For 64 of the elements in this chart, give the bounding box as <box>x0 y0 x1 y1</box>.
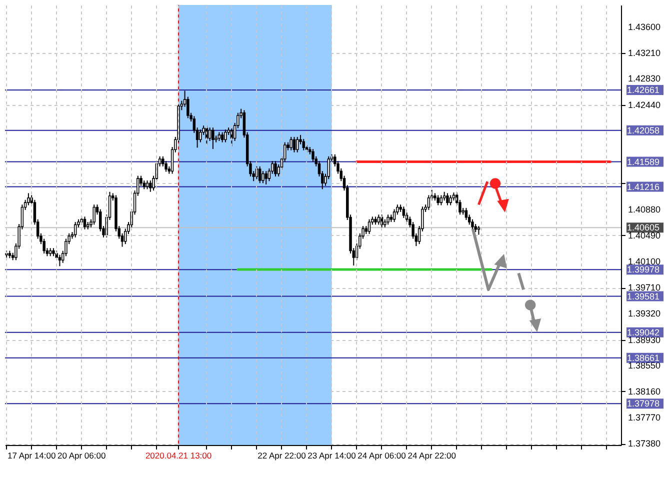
x-tick-label: 24 Apr 06:00 <box>358 450 406 460</box>
candlestick <box>368 218 371 235</box>
candlestick <box>464 207 468 220</box>
candlestick <box>220 132 224 143</box>
x-tick-label: 22 Apr 22:00 <box>258 450 306 460</box>
x-tick-label: 24 Apr 22:00 <box>408 450 456 460</box>
candlestick <box>262 170 264 184</box>
candlestick <box>274 160 277 177</box>
y-tick-label: 1.38550 <box>628 360 661 370</box>
candlestick <box>427 194 430 210</box>
candlestick <box>386 214 390 226</box>
candlestick <box>74 221 77 238</box>
ref-line-label: 1.39978 <box>627 264 660 275</box>
candlestick <box>290 136 292 151</box>
candlestick <box>264 170 268 185</box>
ref-line-label: 1.41216 <box>627 182 660 192</box>
candlestick <box>296 136 299 153</box>
candlestick <box>471 218 474 230</box>
ref-line-label: 1.38661 <box>627 352 660 363</box>
candlestick <box>392 208 396 222</box>
candlestick <box>199 129 202 143</box>
ref-line-label: 1.39042 <box>627 327 660 338</box>
x-tick-label: 17 Apr 14:00 <box>7 450 56 460</box>
candlestick <box>212 127 214 150</box>
x-tick-label: 20 Apr 06:00 <box>58 450 106 460</box>
candlestick <box>258 166 262 184</box>
y-tick-label: 1.43600 <box>628 22 661 32</box>
ref-line-label: 1.41589 <box>627 156 660 167</box>
y-tick-label: 1.39710 <box>628 282 661 293</box>
y-tick-label: 1.40880 <box>628 204 661 214</box>
candlestick <box>27 192 30 206</box>
candlestick <box>440 194 443 206</box>
candlestick <box>436 194 440 206</box>
ref-line-label: 1.39581 <box>627 291 660 302</box>
ref-line-label: 1.40605 <box>627 222 660 233</box>
candlestick <box>149 180 152 192</box>
y-tick-label: 1.43210 <box>628 48 661 58</box>
candlestick <box>92 204 96 226</box>
ref-line-label: 1.42661 <box>627 84 660 95</box>
y-tick-label: 1.38160 <box>628 386 661 396</box>
y-tick-label: 1.37380 <box>628 438 661 449</box>
candlestick <box>302 138 305 151</box>
candlestick <box>224 129 227 143</box>
y-tick-label: 1.37770 <box>628 412 661 423</box>
x-tick-label: 23 Apr 14:00 <box>308 450 356 460</box>
y-tick-label: 1.38930 <box>628 334 661 345</box>
candlestick <box>446 192 449 206</box>
candlestick <box>208 127 212 142</box>
y-tick-label: 1.40100 <box>628 256 661 266</box>
x-tick-label: 2020.04.21 13:00 <box>145 450 212 460</box>
candlestick <box>58 254 62 267</box>
candlestick <box>292 136 296 153</box>
y-tick-label: 1.42440 <box>628 100 661 110</box>
candlestick <box>312 148 314 162</box>
y-tick-label: 1.40490 <box>628 230 661 240</box>
candlestick <box>449 194 452 206</box>
candlestick <box>164 160 168 172</box>
candlestick <box>402 206 406 218</box>
ref-line-label: 1.42058 <box>627 125 660 136</box>
y-tick-label: 1.39320 <box>628 308 661 319</box>
y-tick-label: 1.42830 <box>628 74 661 84</box>
ref-line-label: 1.37978 <box>627 398 660 409</box>
candlestick <box>377 214 380 226</box>
candlestick <box>83 216 86 230</box>
